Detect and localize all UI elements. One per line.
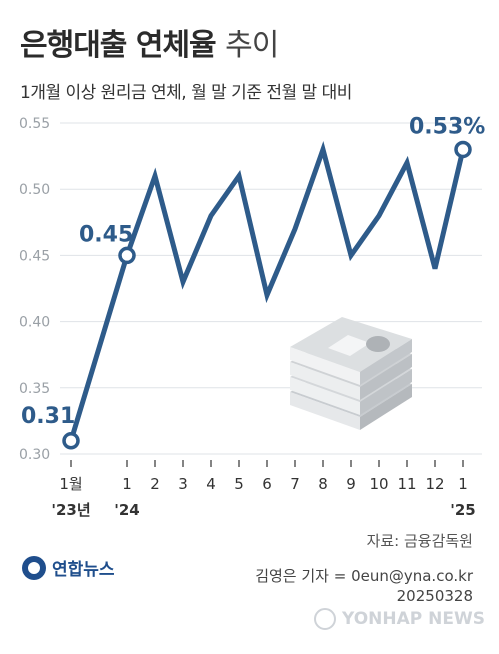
series-points <box>62 140 472 450</box>
money-stack-illustration <box>290 317 412 430</box>
y-tick-label: 0.50 <box>19 182 50 198</box>
chart-subtitle: 1개월 이상 원리금 연체, 월 말 기준 전월 말 대비 <box>20 83 352 103</box>
data-callouts: 0.31 0.45 0.53% <box>21 114 485 428</box>
x-tick-label: 3 <box>178 475 188 493</box>
x-tick-label: 11 <box>397 475 416 493</box>
x-tick-label: 12 <box>425 475 444 493</box>
y-tick-label: 0.30 <box>19 447 50 463</box>
title-bold: 은행대출 연체율 <box>20 28 217 63</box>
y-axis-ticks: 0.55 0.50 0.45 0.40 0.35 0.30 <box>19 116 50 463</box>
title-light: 추이 <box>225 28 279 63</box>
data-label: 0.53% <box>409 114 485 139</box>
logo-mark-icon <box>22 555 46 580</box>
logo-text: 연합뉴스 <box>52 560 115 580</box>
yonhap-logo: 연합뉴스 <box>22 555 115 580</box>
series-line <box>68 140 466 442</box>
reporter: 김영은 기자 = 0eun@yna.co.kr <box>255 567 473 585</box>
y-tick-label: 0.35 <box>19 381 50 397</box>
x-tick-label: 8 <box>318 475 328 493</box>
data-label: 0.31 <box>21 404 75 429</box>
credit: 김영은 기자 = 0eun@yna.co.kr 20250328 <box>255 566 473 606</box>
x-tick-label: 1 <box>122 475 132 493</box>
x-axis-ticks: 1월 '23년 1 '24 2 3 4 5 6 7 8 9 10 11 12 1 '25 <box>51 460 476 519</box>
data-point-marker <box>454 140 472 159</box>
x-tick-label: 9 <box>346 475 356 493</box>
x-year-label: '25 <box>450 501 475 519</box>
y-tick-label: 0.45 <box>19 248 50 264</box>
x-tick-label: 10 <box>369 475 388 493</box>
publish-date: 20250328 <box>396 587 473 605</box>
x-tick-label: 7 <box>290 475 300 493</box>
source-note: 자료: 금융감독원 <box>366 532 473 550</box>
y-tick-label: 0.55 <box>19 116 50 132</box>
x-year-label: '24 <box>114 501 139 519</box>
data-point-marker <box>118 246 136 265</box>
x-tick-label: 2 <box>150 475 160 493</box>
x-tick-label: 4 <box>206 475 216 493</box>
watermark: YONHAP NEWS <box>314 608 485 630</box>
watermark-text: YONHAP NEWS <box>342 609 485 629</box>
x-tick-label: 5 <box>234 475 244 493</box>
watermark-mark-icon <box>314 608 337 630</box>
data-label: 0.45 <box>79 222 133 247</box>
y-tick-label: 0.40 <box>19 315 50 331</box>
chart-title: 은행대출 연체율 추이 <box>20 20 279 64</box>
x-tick-label: 1 <box>458 475 468 493</box>
x-tick-label: 1월 <box>59 475 82 493</box>
x-tick-label: 6 <box>262 475 272 493</box>
data-point-marker <box>62 432 80 450</box>
x-year-label: '23년 <box>51 501 90 519</box>
